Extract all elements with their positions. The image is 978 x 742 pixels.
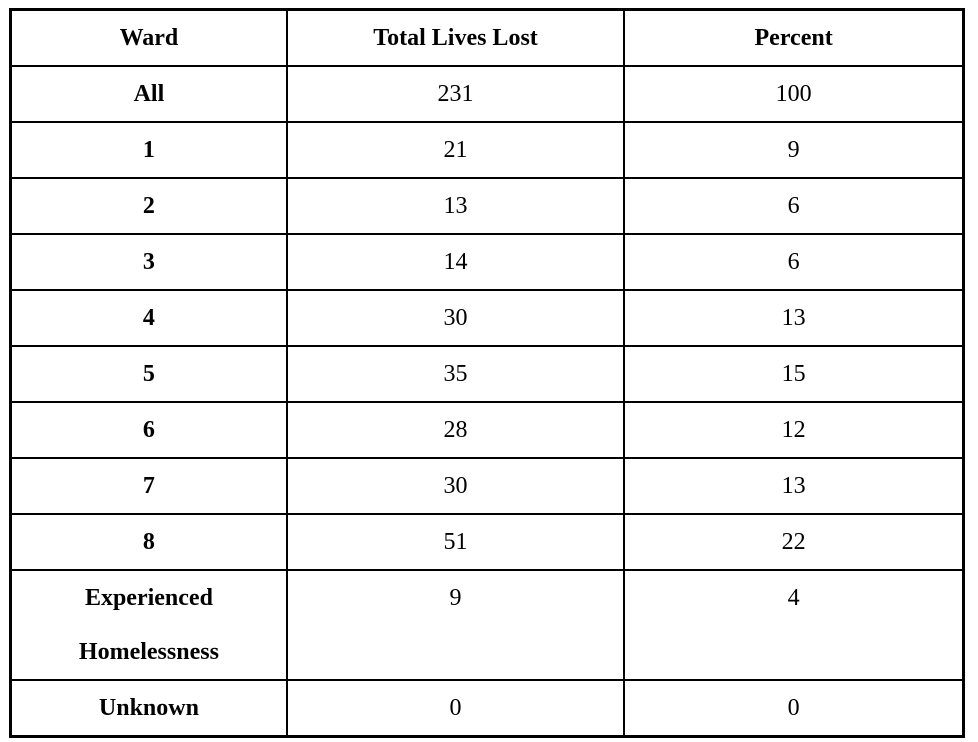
- table-row: 6 28 12: [9, 401, 965, 459]
- percent-cell: 22: [623, 513, 965, 571]
- table-row: 2 13 6: [9, 177, 965, 235]
- total-lives-lost-cell: 21: [285, 121, 626, 179]
- ward-cell: 3: [9, 233, 288, 291]
- percent-cell: 13: [623, 457, 965, 515]
- percent-cell: 6: [623, 233, 965, 291]
- percent-cell: 0: [623, 679, 965, 738]
- total-lives-lost-cell: 14: [285, 233, 626, 291]
- column-header-percent: Percent: [623, 8, 965, 67]
- percent-cell: 9: [623, 121, 965, 179]
- ward-lives-lost-table: Ward Total Lives Lost Percent All 231 10…: [9, 8, 965, 738]
- table-row: 5 35 15: [9, 345, 965, 403]
- percent-cell: 100: [623, 65, 965, 123]
- total-lives-lost-cell: 231: [285, 65, 626, 123]
- total-lives-lost-cell: 28: [285, 401, 626, 459]
- total-lives-lost-cell: 0: [285, 679, 626, 738]
- ward-cell: 5: [9, 345, 288, 403]
- total-lives-lost-cell: 51: [285, 513, 626, 571]
- percent-cell: 6: [623, 177, 965, 235]
- total-lives-lost-cell: 35: [285, 345, 626, 403]
- column-header-total-lives-lost: Total Lives Lost: [285, 8, 626, 67]
- ward-cell: Unknown: [9, 679, 288, 738]
- table-row: 7 30 13: [9, 457, 965, 515]
- table-body: All 231 100 1 21 9 2 13 6 3 14 6 4 30 13…: [9, 65, 965, 738]
- table-row: Experienced Homelessness 9 4: [9, 569, 965, 681]
- table-row: All 231 100: [9, 65, 965, 123]
- table-row: 8 51 22: [9, 513, 965, 571]
- table-row: 1 21 9: [9, 121, 965, 179]
- header-row: Ward Total Lives Lost Percent: [9, 8, 965, 67]
- percent-cell: 13: [623, 289, 965, 347]
- table-header: Ward Total Lives Lost Percent: [9, 8, 965, 67]
- ward-cell: 6: [9, 401, 288, 459]
- total-lives-lost-cell: 13: [285, 177, 626, 235]
- ward-cell: 7: [9, 457, 288, 515]
- percent-cell: 12: [623, 401, 965, 459]
- total-lives-lost-cell: 9: [285, 569, 626, 681]
- ward-cell: 2: [9, 177, 288, 235]
- percent-cell: 4: [623, 569, 965, 681]
- ward-cell: All: [9, 65, 288, 123]
- table-row: 4 30 13: [9, 289, 965, 347]
- percent-cell: 15: [623, 345, 965, 403]
- ward-cell: 4: [9, 289, 288, 347]
- ward-cell: Experienced Homelessness: [9, 569, 288, 681]
- total-lives-lost-cell: 30: [285, 457, 626, 515]
- total-lives-lost-cell: 30: [285, 289, 626, 347]
- column-header-ward: Ward: [9, 8, 288, 67]
- table-row: 3 14 6: [9, 233, 965, 291]
- ward-cell: 8: [9, 513, 288, 571]
- table-row: Unknown 0 0: [9, 679, 965, 738]
- ward-cell: 1: [9, 121, 288, 179]
